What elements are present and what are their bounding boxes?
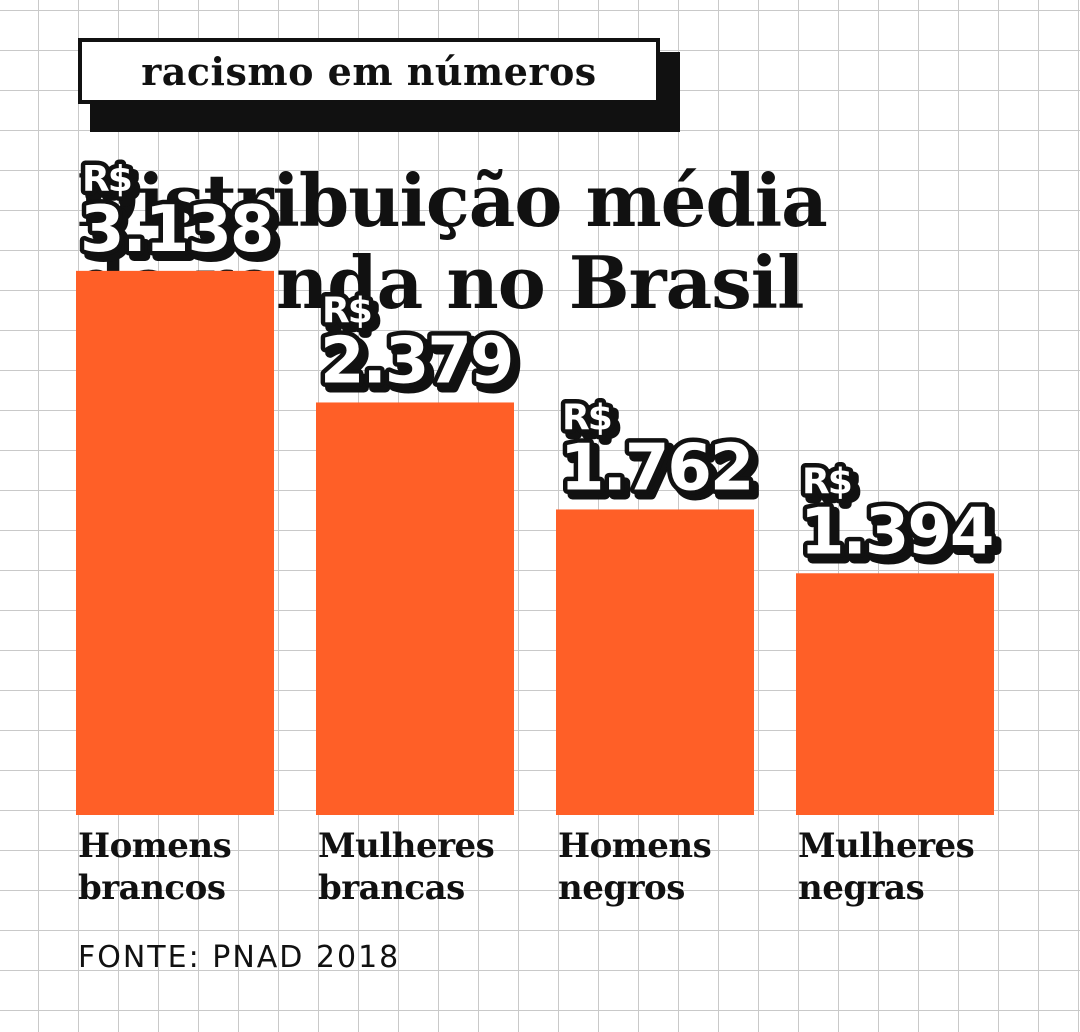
svg-text:R$: R$ xyxy=(562,397,611,438)
bar-1 xyxy=(76,270,274,816)
svg-text:R$: R$ xyxy=(807,466,856,507)
category-label-1-line-1: Homens xyxy=(78,826,231,866)
category-label-4-line-1: Mulheres xyxy=(798,826,974,866)
svg-text:R$: R$ xyxy=(562,397,611,438)
bar-2 xyxy=(316,402,514,815)
category-label-3-line-1: Homens xyxy=(558,826,711,866)
bar-3 xyxy=(556,509,754,815)
svg-text:1.762: 1.762 xyxy=(560,431,752,505)
svg-text:2.379: 2.379 xyxy=(320,324,512,398)
svg-text:R$: R$ xyxy=(322,290,371,331)
category-label-4-line-2: negras xyxy=(798,868,924,908)
bar-3-currency-label: R$R$R$ xyxy=(558,393,623,449)
svg-text:R$: R$ xyxy=(82,159,131,200)
source-note: FONTE: PNAD 2018 xyxy=(78,940,401,975)
svg-text:R$: R$ xyxy=(82,159,131,200)
svg-text:2.379: 2.379 xyxy=(325,329,517,403)
bar-2-currency-label: R$R$R$ xyxy=(318,286,383,342)
svg-text:R$: R$ xyxy=(802,461,851,502)
bar-4 xyxy=(796,573,994,815)
section-tag: racismo em números xyxy=(78,38,680,132)
svg-text:R$: R$ xyxy=(327,295,376,336)
bar-4-currency-label: R$R$R$ xyxy=(798,457,863,513)
svg-text:3.138: 3.138 xyxy=(80,193,272,267)
svg-text:1.762: 1.762 xyxy=(565,436,757,510)
svg-text:2.379: 2.379 xyxy=(320,324,512,398)
category-label-3-line-2: negros xyxy=(558,868,685,908)
svg-text:1.394: 1.394 xyxy=(800,495,992,569)
bar-1-currency-label: R$R$R$ xyxy=(78,154,143,210)
svg-text:R$: R$ xyxy=(87,164,136,205)
svg-text:R$: R$ xyxy=(567,402,616,443)
svg-text:1.762: 1.762 xyxy=(560,431,752,505)
svg-text:3.138: 3.138 xyxy=(85,198,277,272)
category-label-2-line-1: Mulheres xyxy=(318,826,494,866)
section-tag-label: racismo em números xyxy=(78,38,660,104)
svg-text:R$: R$ xyxy=(802,461,851,502)
category-label-2-line-2: brancas xyxy=(318,868,465,908)
svg-text:1.394: 1.394 xyxy=(805,500,997,574)
svg-text:3.138: 3.138 xyxy=(80,193,272,267)
svg-text:1.394: 1.394 xyxy=(800,495,992,569)
chart-title-line-1: Distribuição média xyxy=(76,158,828,243)
category-label-1-line-2: brancos xyxy=(78,868,225,908)
svg-text:R$: R$ xyxy=(322,290,371,331)
